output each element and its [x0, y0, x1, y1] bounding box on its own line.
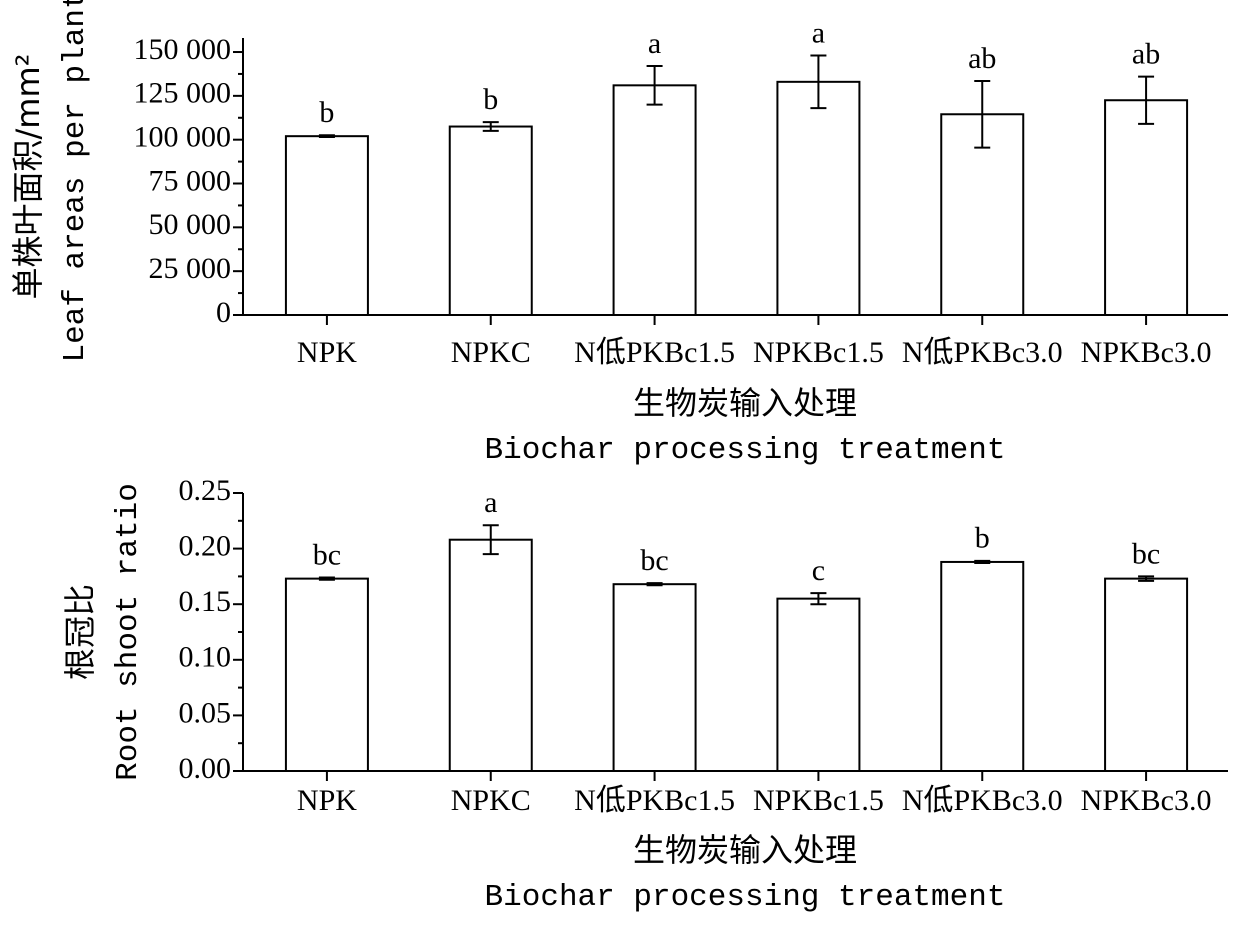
significance-letter: b [975, 522, 990, 555]
y-tick-label: 100 000 [134, 121, 232, 154]
y-tick-label: 50 000 [149, 208, 232, 241]
x-tick-label: NPK [297, 784, 357, 817]
x-tick-label: NPKBc1.5 [753, 336, 884, 369]
significance-letter: ab [1132, 37, 1160, 70]
y-tick-label: 0.15 [179, 585, 232, 618]
bar [284, 135, 369, 316]
significance-letter: bc [640, 544, 668, 577]
significance-letter: bc [1132, 537, 1160, 570]
bar [612, 84, 697, 316]
y-tick-label: 0.00 [179, 752, 232, 785]
bar [284, 577, 369, 773]
x-tick-label: NPKBc3.0 [1081, 784, 1212, 817]
significance-letter: b [483, 83, 498, 116]
x-tick-label: NPK [297, 336, 357, 369]
x-tick-label: NPKBc3.0 [1081, 336, 1212, 369]
x-tick-label: N低PKBc3.0 [902, 784, 1063, 817]
bar [448, 125, 533, 317]
x-tick-label: NPKC [451, 784, 531, 817]
y-axis-label: Leaf areas per plant [58, 0, 93, 363]
significance-letter: a [648, 27, 661, 60]
y-tick-label: 0.10 [179, 641, 232, 674]
significance-letter: bc [313, 538, 341, 571]
x-axis-label: 生物炭输入处理 [633, 384, 857, 422]
significance-letter: a [812, 16, 825, 49]
bar [940, 560, 1025, 772]
significance-letter: c [812, 554, 825, 587]
y-tick-label: 0.05 [179, 696, 232, 729]
x-tick-label: N低PKBc1.5 [574, 784, 735, 817]
x-tick-label: NPKC [451, 336, 531, 369]
bar [776, 80, 861, 316]
y-axis-label: 根冠比 [61, 584, 99, 680]
significance-letter: ab [968, 42, 996, 75]
y-tick-label: 0.25 [179, 474, 232, 507]
y-tick-label: 125 000 [134, 77, 232, 110]
x-axis-label: Biochar processing treatment [485, 880, 1006, 915]
x-tick-label: NPKBc1.5 [753, 784, 884, 817]
significance-letter: a [484, 486, 497, 519]
x-axis-label: 生物炭输入处理 [633, 831, 857, 869]
bar [1104, 577, 1189, 773]
x-axis-label: Biochar processing treatment [485, 433, 1006, 468]
bar [612, 583, 697, 773]
y-tick-label: 0.20 [179, 529, 232, 562]
y-axis-label: 单株叶面积/mm² [9, 54, 47, 300]
y-tick-label: 150 000 [134, 33, 232, 66]
y-tick-label: 75 000 [149, 164, 232, 197]
y-tick-label: 25 000 [149, 252, 232, 285]
y-axis-label: Root shoot ratio [111, 483, 146, 781]
bar [776, 597, 861, 773]
x-tick-label: N低PKBc3.0 [902, 336, 1063, 369]
bar [448, 538, 533, 772]
x-tick-label: N低PKBc1.5 [574, 336, 735, 369]
y-tick-label: 0 [216, 296, 231, 329]
significance-letter: b [319, 96, 334, 129]
bar [1104, 99, 1189, 317]
